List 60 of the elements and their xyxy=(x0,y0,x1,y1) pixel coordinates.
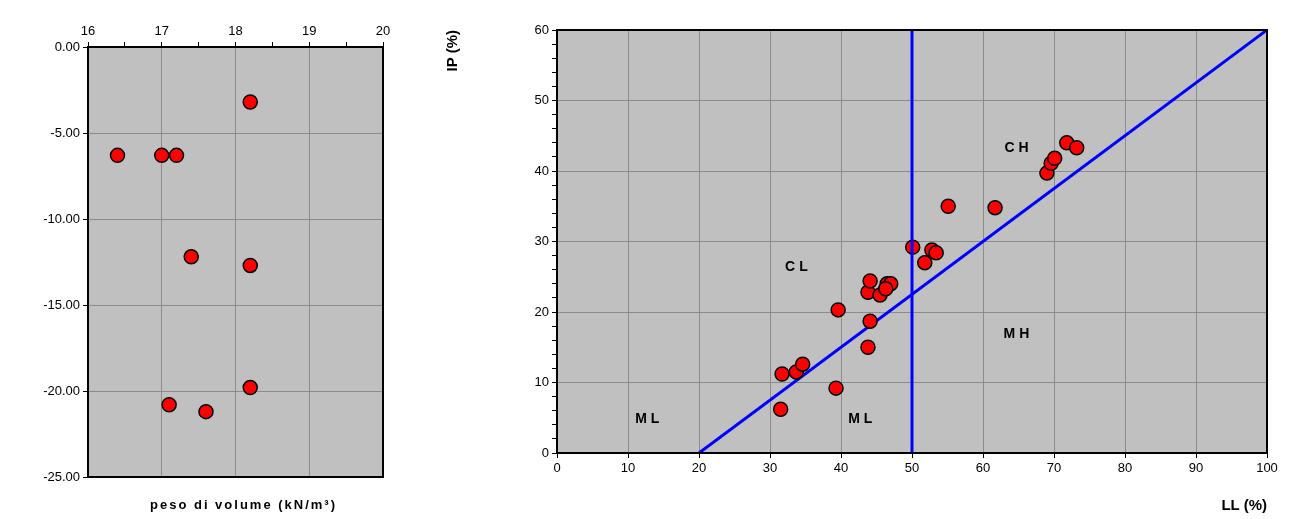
point xyxy=(774,366,790,382)
point xyxy=(794,356,811,372)
y-tick-label: -10.00 xyxy=(43,210,80,226)
point xyxy=(830,302,846,318)
point xyxy=(1068,139,1085,156)
point xyxy=(242,257,258,274)
point xyxy=(987,199,1003,216)
y-tick-label: 0 xyxy=(541,444,549,460)
x-tick-label: 70 xyxy=(1046,460,1062,476)
point xyxy=(183,249,199,265)
point xyxy=(109,147,126,164)
y-tick-label: 20 xyxy=(534,303,549,319)
point xyxy=(877,280,894,297)
point xyxy=(860,339,876,355)
x-tick-label: 18 xyxy=(228,22,243,38)
x-tick-label: 30 xyxy=(762,460,778,476)
point xyxy=(828,380,844,396)
y-tick-label: 30 xyxy=(534,233,549,249)
x-tick-label: 90 xyxy=(1188,460,1204,476)
point xyxy=(168,147,185,164)
y-tick-label: 10 xyxy=(534,374,549,390)
point xyxy=(198,403,214,420)
annotation: ML xyxy=(635,410,664,427)
y-tick-label: -25.00 xyxy=(43,468,80,484)
x-tick-label: 60 xyxy=(975,460,991,476)
x-tick-label: 17 xyxy=(154,22,169,38)
point xyxy=(862,313,878,329)
x-tick-label: 20 xyxy=(691,460,707,476)
x-tick-label: 80 xyxy=(1117,460,1133,476)
x-axis-title: peso di volume (kN/m³) xyxy=(150,497,339,512)
x-axis-title: LL (%) xyxy=(1221,496,1267,514)
point xyxy=(161,397,177,413)
annotation: CH xyxy=(1004,139,1033,156)
point xyxy=(772,401,789,418)
x-tick-label: 19 xyxy=(302,22,317,38)
point xyxy=(242,94,258,110)
point xyxy=(940,198,956,214)
y-tick-label: -20.00 xyxy=(43,382,80,398)
y-axis-title: IP (%) xyxy=(443,30,461,72)
annotation: MH xyxy=(1003,325,1034,342)
x-tick-label: 0 xyxy=(553,460,561,476)
point xyxy=(1046,150,1063,167)
y-tick-label: -5.00 xyxy=(50,124,80,140)
x-tick-label: 40 xyxy=(833,460,849,476)
point xyxy=(154,147,170,164)
point xyxy=(917,254,933,271)
annotation: ML xyxy=(848,410,877,427)
x-tick-label: 50 xyxy=(904,460,920,476)
annotation: CL xyxy=(785,257,812,274)
point xyxy=(862,273,878,289)
x-tick-label: 20 xyxy=(375,22,391,38)
point xyxy=(928,245,944,261)
x-tick-label: 100 xyxy=(1256,460,1278,476)
y-tick-label: 50 xyxy=(534,92,549,108)
y-tick-label: 0.00 xyxy=(54,38,80,54)
point xyxy=(242,379,258,396)
y-tick-label: 40 xyxy=(534,162,549,178)
x-tick-label: 16 xyxy=(80,22,96,38)
y-tick-label: -15.00 xyxy=(43,296,80,312)
x-tick-label: 10 xyxy=(620,460,636,476)
